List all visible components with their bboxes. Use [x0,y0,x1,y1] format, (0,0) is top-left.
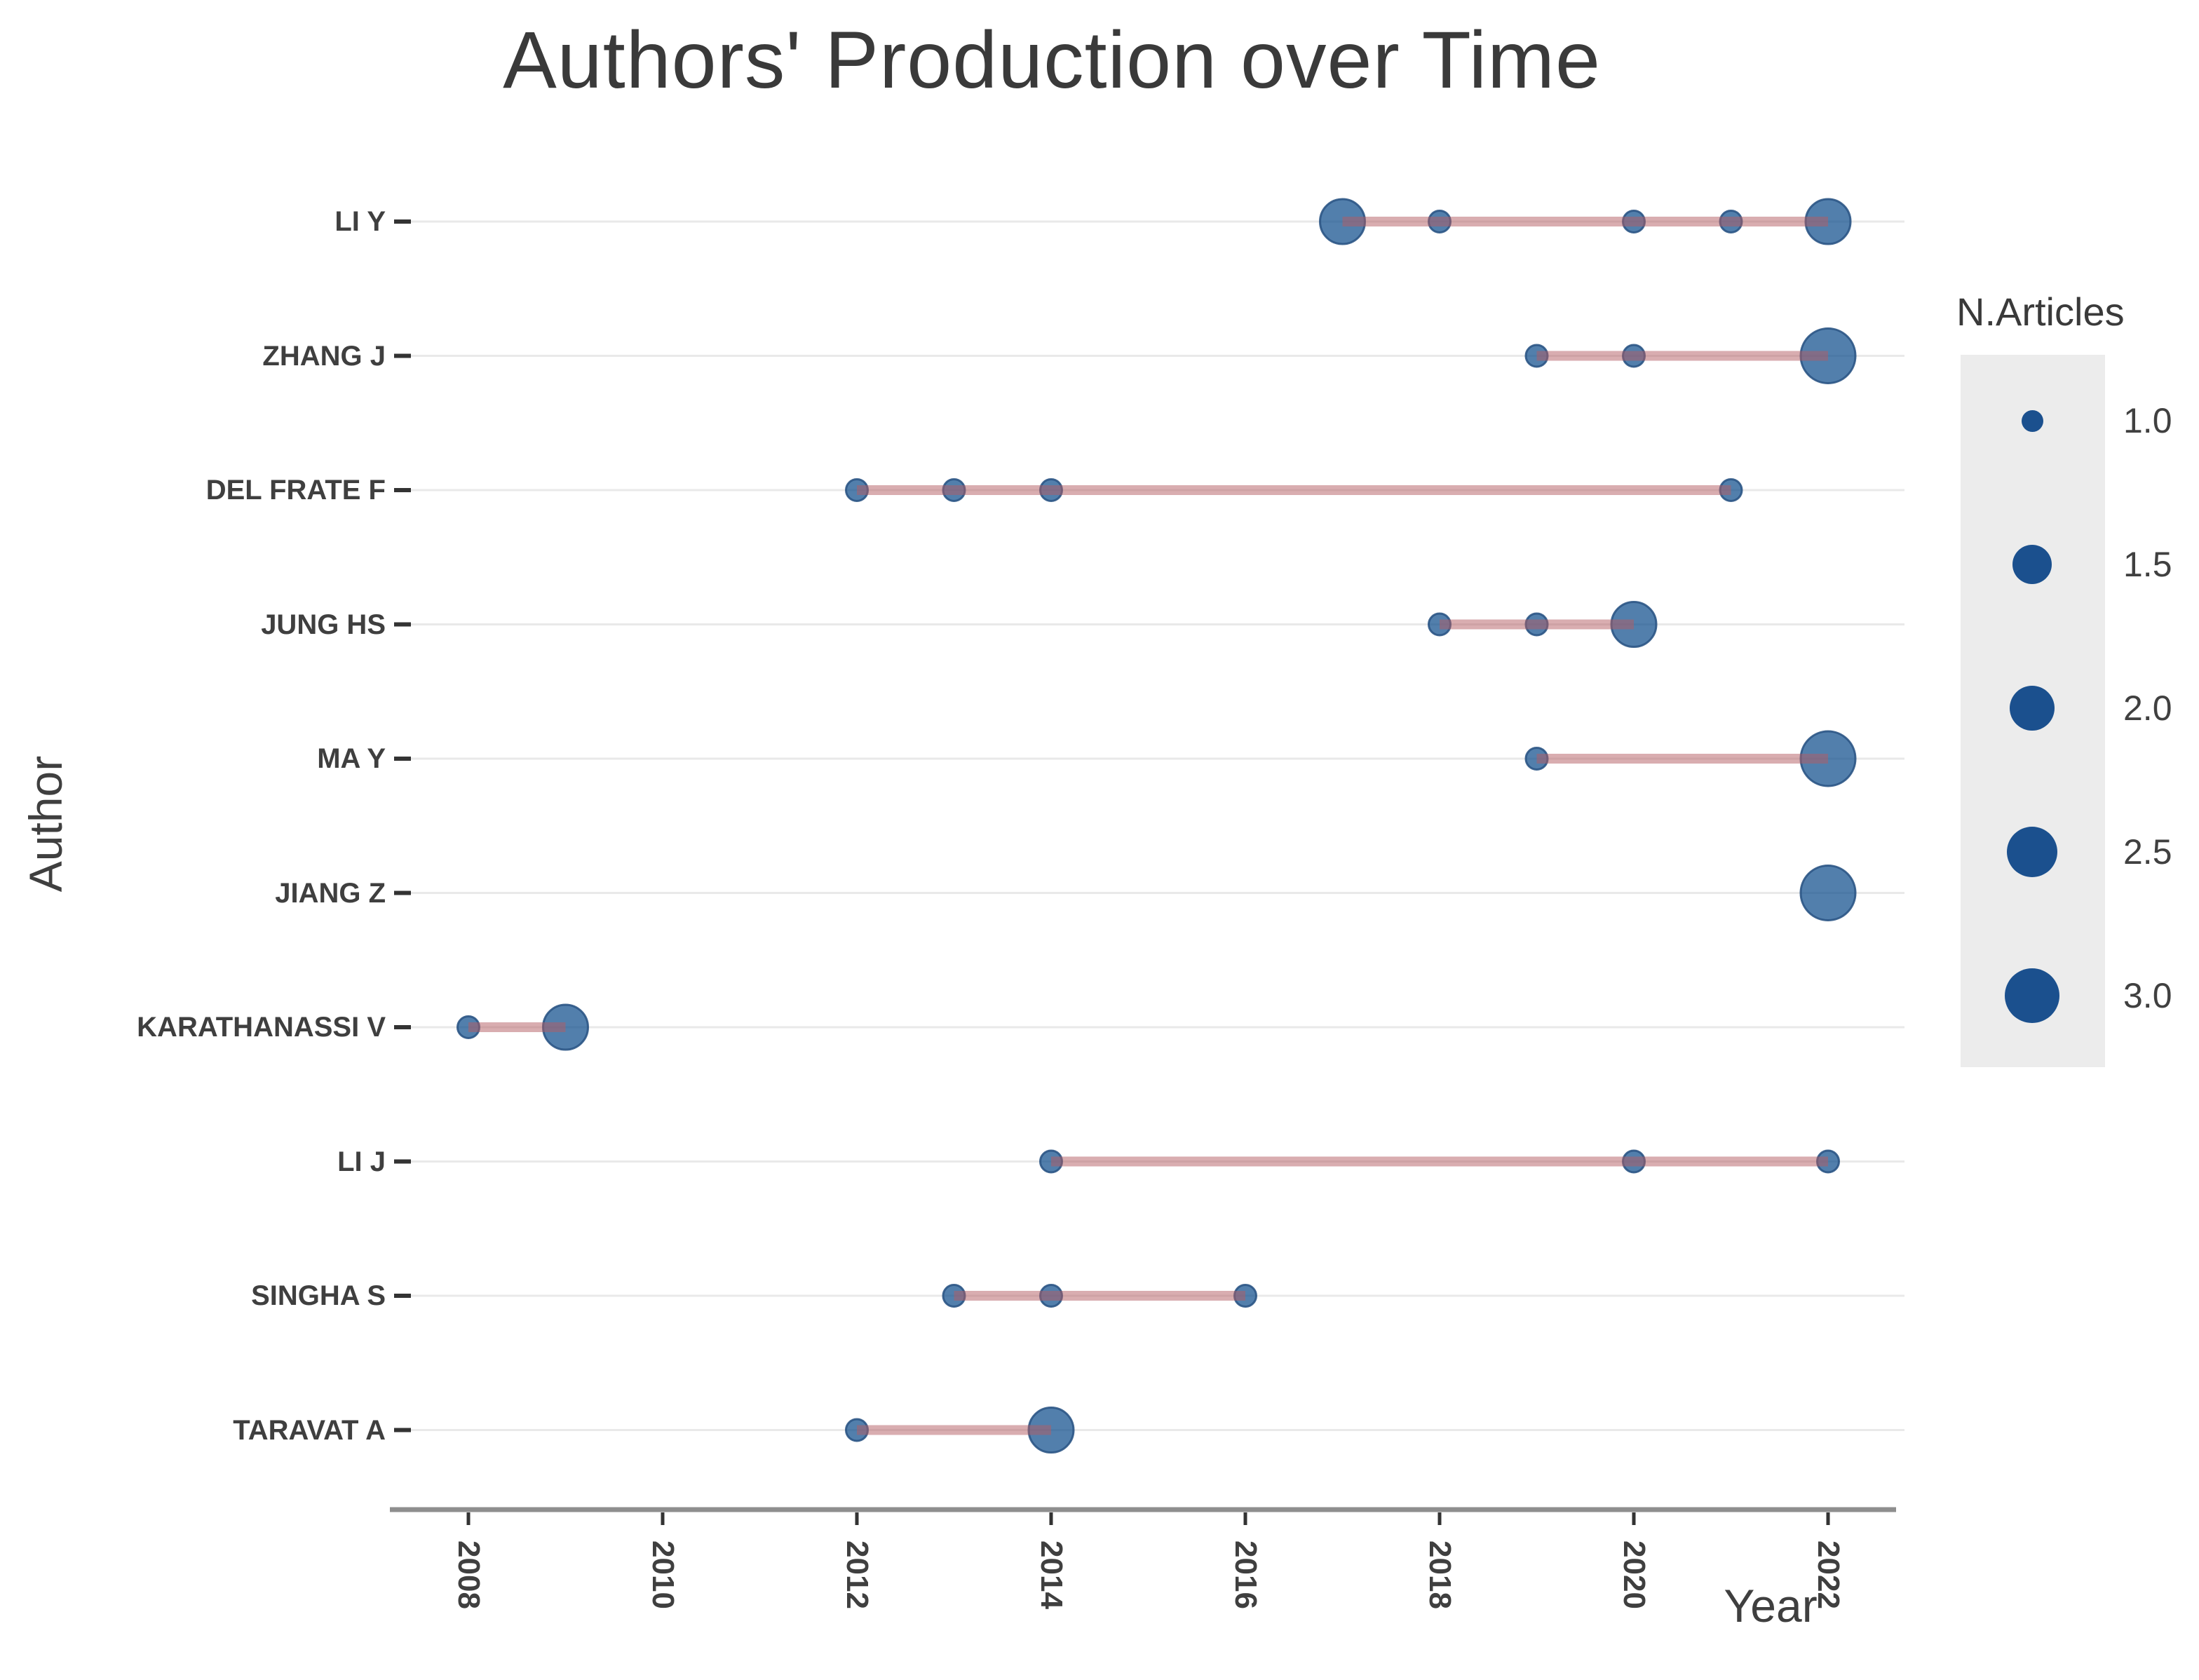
author-label: JIANG Z [275,877,386,909]
legend-size-label: 1.5 [2123,545,2172,584]
legend-size-bubble [2005,968,2059,1023]
legend-size-bubble [2021,409,2043,432]
article-bubble [1799,865,1857,921]
x-tick-label: 2010 [646,1540,680,1609]
legend-size-label: 2.5 [2123,832,2172,872]
legend-size-label: 1.0 [2123,401,2172,440]
legend-size-bubble [2012,545,2052,584]
legend-title: N.Articles [1956,290,2125,334]
x-tick-label: 2014 [1034,1540,1069,1609]
author-label: ZHANG J [262,340,386,372]
chart-title: Authors' Production over Time [503,15,1601,105]
x-tick-label: 2018 [1423,1540,1457,1609]
author-label: KARATHANASSI V [137,1012,386,1043]
legend-size-label: 2.0 [2123,689,2172,728]
x-tick-label: 2012 [840,1540,874,1609]
x-axis-title: Year [1724,1580,1818,1632]
legend-size-bubble [2010,686,2055,731]
author-label: JUNG HS [261,609,386,640]
x-tick-label: 2016 [1229,1540,1263,1609]
author-label: LI J [337,1146,386,1177]
x-tick-label: 2008 [452,1540,486,1609]
author-label: DEL FRATE F [205,475,386,506]
author-label: LI Y [334,206,386,237]
author-label: TARAVAT A [233,1414,386,1446]
x-tick-label: 2020 [1617,1540,1651,1609]
x-tick-label: 2022 [1811,1540,1846,1609]
author-label: SINGHA S [251,1280,386,1311]
legend-size-bubble [2007,827,2057,877]
legend-size-label: 3.0 [2123,976,2172,1015]
author-label: MA Y [317,743,386,774]
